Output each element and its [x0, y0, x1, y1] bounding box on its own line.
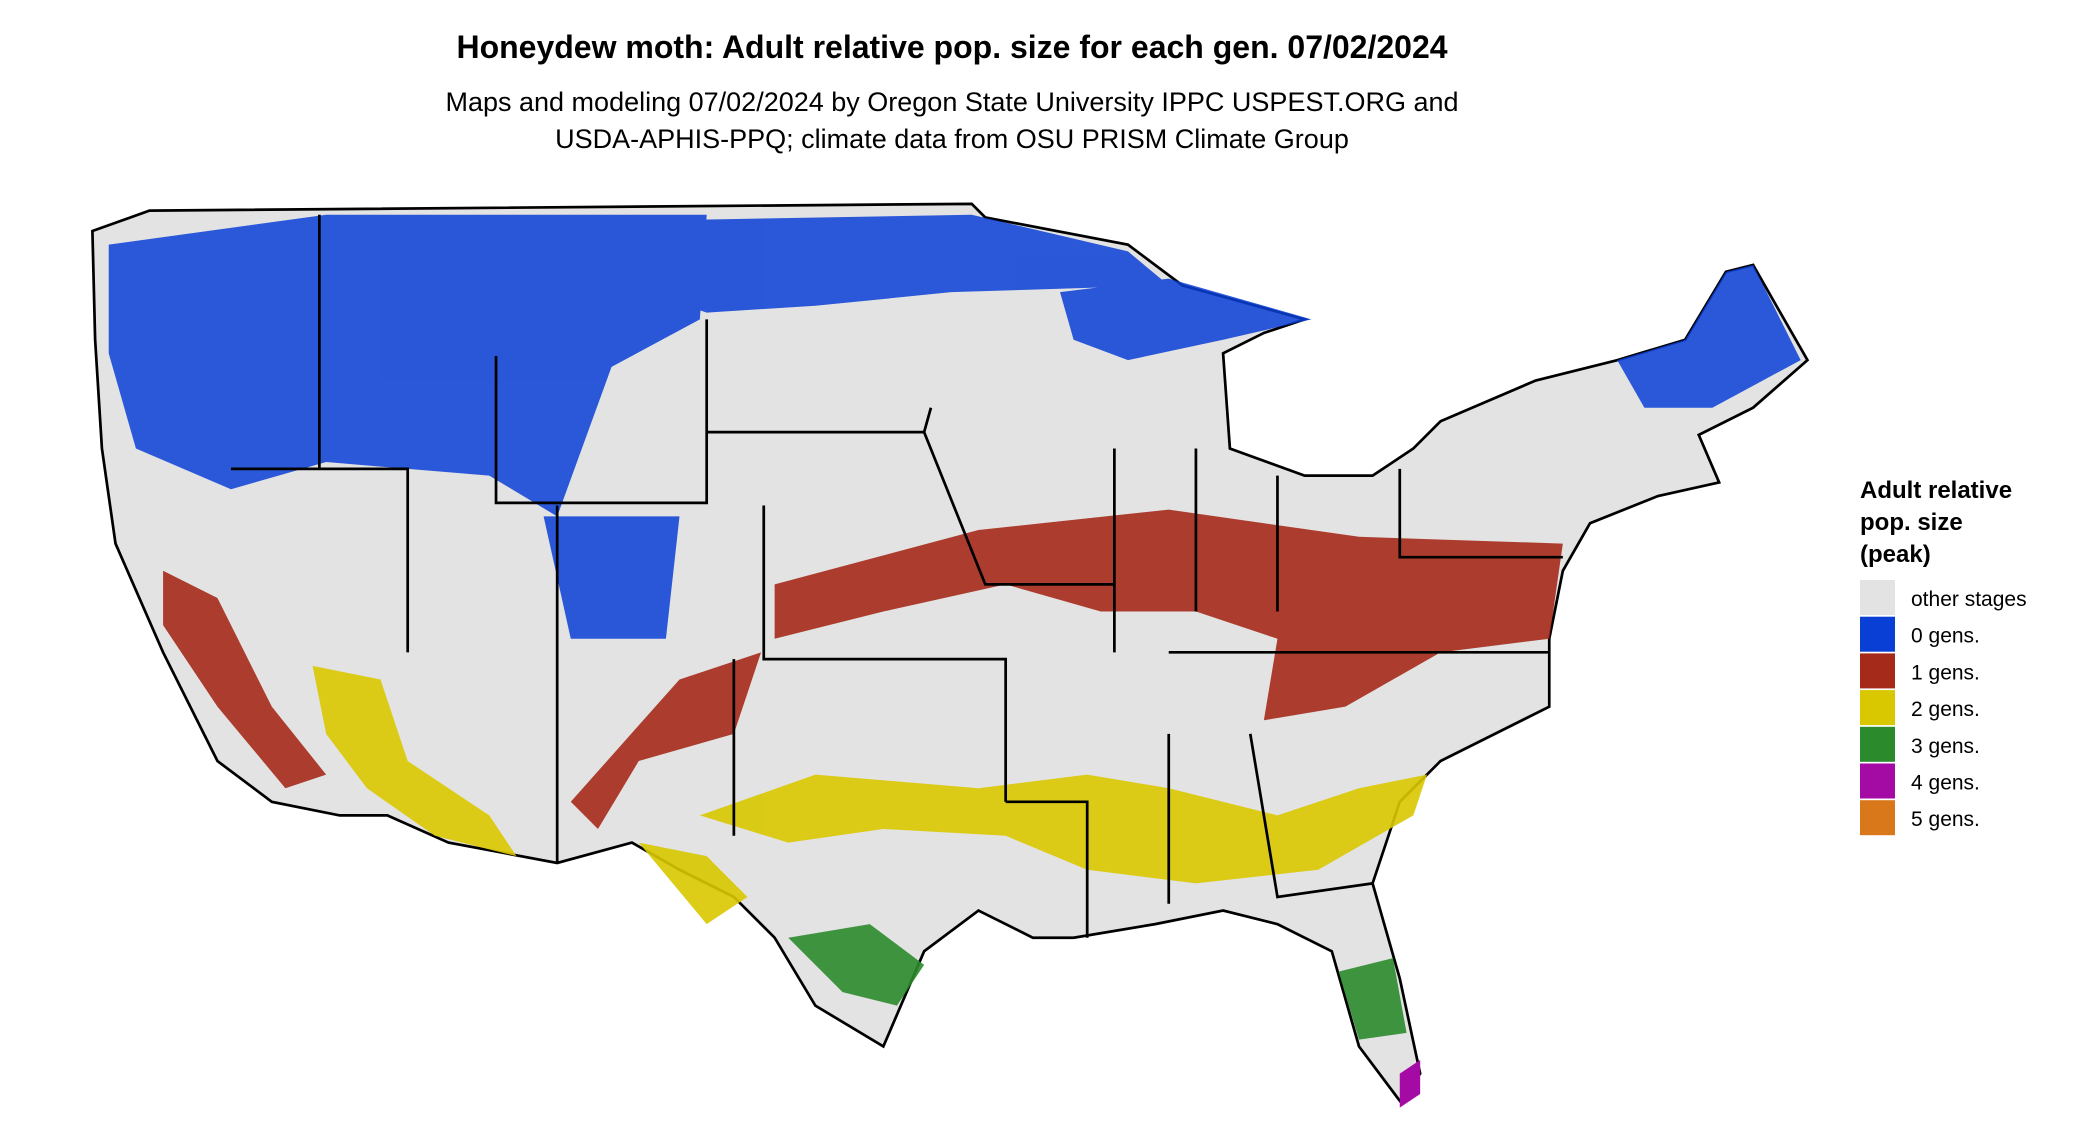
legend-swatch — [1860, 690, 1895, 726]
legend-label: 1 gens. — [1911, 661, 1980, 684]
area-1-gens — [163, 570, 327, 789]
legend-swatch — [1860, 763, 1895, 799]
legend-swatch — [1860, 653, 1895, 689]
area-2-gens — [699, 774, 1427, 884]
area-2-gens — [638, 842, 748, 925]
legend-swatch — [1860, 580, 1895, 615]
region-0-gens — [108, 214, 1801, 639]
legend-label: 5 gens. — [1911, 808, 1980, 831]
region-3-gens — [788, 924, 1407, 1040]
area-0-gens — [108, 214, 707, 517]
area-0-gens — [1060, 278, 1312, 361]
map-title: Honeydew moth: Adult relative pop. size … — [456, 29, 1447, 65]
area-4-gens — [1399, 1060, 1421, 1108]
legend-label: 4 gens. — [1911, 772, 1980, 795]
legend-swatch — [1860, 616, 1895, 652]
state-borders — [231, 214, 1563, 938]
map-subtitle: USDA-APHIS-PPQ; climate data from OSU PR… — [555, 124, 1349, 154]
legend-label: other stages — [1911, 588, 2027, 611]
area-3-gens — [1338, 958, 1407, 1040]
region-1-gens — [163, 509, 1563, 829]
area-0-gens — [448, 214, 1169, 313]
legend-swatch — [1860, 800, 1895, 836]
legend-label: 3 gens. — [1911, 735, 1980, 758]
legend-label: 0 gens. — [1911, 625, 1980, 648]
legend-title: (peak) — [1860, 541, 1931, 568]
area-1-gens — [774, 509, 1563, 721]
legend-label: 2 gens. — [1911, 698, 1980, 721]
region-4-gens — [1399, 1060, 1421, 1108]
legend-title: pop. size — [1860, 509, 1963, 536]
area-1-gens — [570, 652, 762, 829]
map-subtitle: Maps and modeling 07/02/2024 by Oregon S… — [445, 87, 1458, 117]
legend-title: Adult relative — [1860, 477, 2012, 504]
area-0-gens — [543, 516, 680, 639]
region-2-gens — [312, 665, 1427, 925]
area-0-gens — [1617, 265, 1801, 408]
legend-swatch — [1860, 726, 1895, 762]
us-map — [91, 202, 1810, 1108]
legend: other stages 0 gens. 1 gens. 2 gens. 3 gens.… — [1860, 580, 2027, 836]
area-2-gens — [312, 665, 517, 857]
area-3-gens — [788, 924, 925, 1006]
